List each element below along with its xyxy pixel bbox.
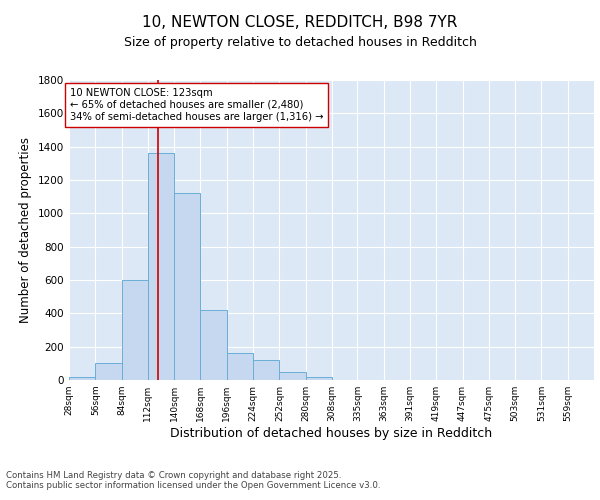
X-axis label: Distribution of detached houses by size in Redditch: Distribution of detached houses by size … bbox=[170, 427, 493, 440]
Bar bbox=[227, 354, 253, 380]
Bar bbox=[69, 376, 95, 380]
Bar bbox=[253, 360, 280, 380]
Bar bbox=[122, 280, 148, 380]
Bar bbox=[174, 194, 200, 380]
Text: Contains HM Land Registry data © Crown copyright and database right 2025.
Contai: Contains HM Land Registry data © Crown c… bbox=[6, 470, 380, 490]
Bar bbox=[280, 372, 305, 380]
Bar bbox=[148, 154, 174, 380]
Y-axis label: Number of detached properties: Number of detached properties bbox=[19, 137, 32, 323]
Text: Size of property relative to detached houses in Redditch: Size of property relative to detached ho… bbox=[124, 36, 476, 49]
Text: 10 NEWTON CLOSE: 123sqm
← 65% of detached houses are smaller (2,480)
34% of semi: 10 NEWTON CLOSE: 123sqm ← 65% of detache… bbox=[70, 88, 323, 122]
Bar bbox=[95, 364, 122, 380]
Text: 10, NEWTON CLOSE, REDDITCH, B98 7YR: 10, NEWTON CLOSE, REDDITCH, B98 7YR bbox=[142, 15, 458, 30]
Bar bbox=[200, 310, 227, 380]
Bar bbox=[305, 376, 332, 380]
